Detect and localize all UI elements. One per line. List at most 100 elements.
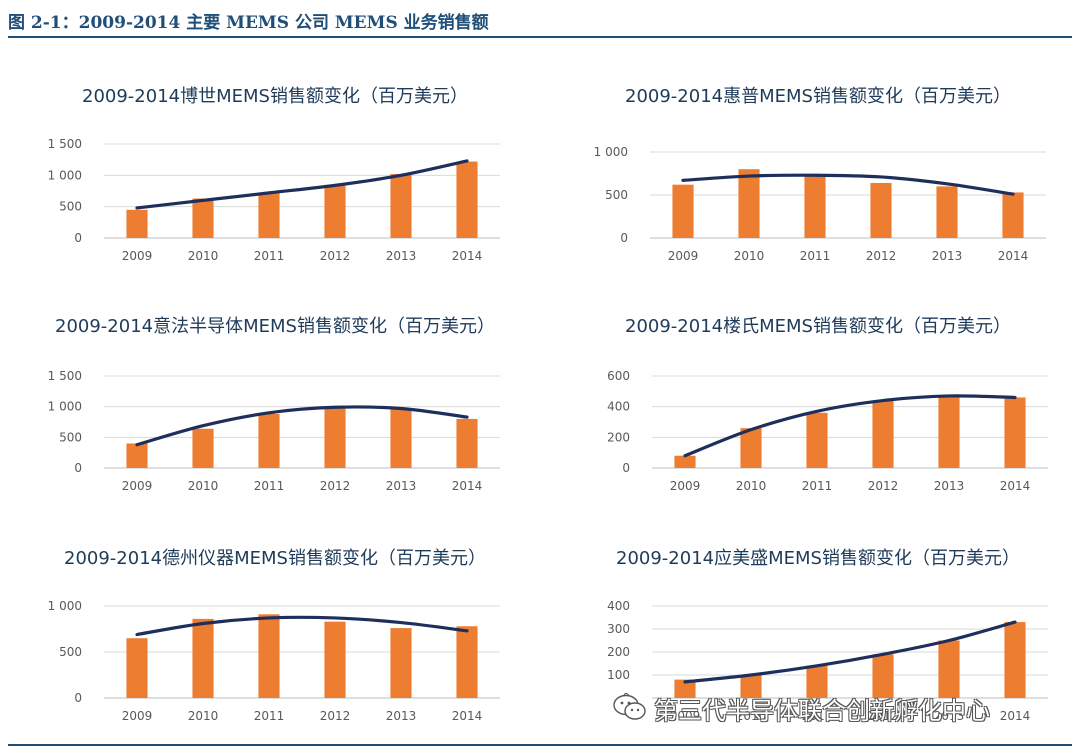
bar (1002, 192, 1024, 238)
x-tick-label: 2011 (800, 249, 831, 263)
x-tick-label: 2012 (868, 709, 899, 723)
bar-chart-ti: 2009-2014德州仪器MEMS销售额变化（百万美元） 0 500 1 000 200… (48, 548, 500, 723)
x-tick-label: 2013 (934, 709, 965, 723)
bar (936, 186, 958, 238)
y-tick-label: 400 (607, 400, 630, 414)
y-tick-label: 0 (74, 691, 82, 705)
x-tick-label: 2014 (1000, 479, 1031, 493)
y-tick-label: 500 (59, 430, 82, 444)
chart-panel-invensense: 2009-2014应美盛MEMS销售额变化（百万美元）0100200300400… (540, 530, 1080, 730)
bar (456, 418, 478, 468)
x-tick-label: 2012 (320, 709, 351, 723)
bar-chart-st: 2009-2014意法半导体MEMS销售额变化（百万美元） 0 500 1 000 1 … (48, 316, 500, 493)
footer-rule (8, 744, 1072, 746)
watermark: 第三代半导体联合创新孵化中心 (612, 688, 990, 728)
bar (938, 640, 960, 698)
trend-line (135, 159, 469, 210)
y-tick-label: 0 (622, 461, 630, 475)
chart-title: 2009-2014惠普MEMS销售额变化（百万美元） (625, 86, 1011, 107)
y-tick-label: 200 (607, 430, 630, 444)
y-tick-label: 1 500 (48, 369, 82, 383)
x-tick-label: 2012 (868, 479, 899, 493)
x-tick-label: 2009 (668, 249, 699, 263)
chart-panel-knowles: 2009-2014楼氏MEMS销售额变化（百万美元） 0 200 400 600 2009… (540, 300, 1080, 500)
x-tick-label: 2009 (670, 709, 701, 723)
x-tick-label: 2011 (254, 479, 285, 493)
bar (126, 638, 148, 698)
chart-title: 2009-2014应美盛MEMS销售额变化（百万美元） (616, 548, 1020, 569)
x-tick-label: 2009 (122, 249, 153, 263)
figure-header: 图 2-1：2009-2014 主要 MEMS 公司 MEMS 业务销售额 (8, 2, 1072, 38)
y-tick-label: 0 (620, 231, 628, 245)
x-tick-label: 2012 (866, 249, 897, 263)
y-tick-label: 1 000 (594, 145, 628, 159)
bar (872, 400, 894, 468)
x-tick-label: 2010 (736, 709, 767, 723)
y-tick-label: 100 (607, 668, 630, 682)
bar (390, 409, 412, 468)
y-tick-label: 1 000 (48, 599, 82, 613)
y-tick-label: 0 (74, 231, 82, 245)
bar (192, 618, 214, 698)
x-tick-label: 2014 (452, 709, 483, 723)
trend-line (683, 394, 1017, 458)
x-tick-label: 2011 (254, 249, 285, 263)
bar (258, 414, 280, 468)
trend-line (681, 173, 1015, 196)
bar (390, 628, 412, 698)
x-tick-label: 2013 (386, 709, 417, 723)
chart-title: 2009-2014楼氏MEMS销售额变化（百万美元） (625, 316, 1011, 337)
x-tick-label: 2013 (932, 249, 963, 263)
x-tick-label: 2010 (188, 479, 219, 493)
y-tick-label: 200 (607, 645, 630, 659)
y-tick-label: 0 (74, 461, 82, 475)
y-tick-label: 400 (607, 599, 630, 613)
x-tick-label: 2011 (802, 479, 833, 493)
bar (1004, 397, 1026, 468)
chart-panel-hp: 2009-2014惠普MEMS销售额变化（百万美元） 0 500 1 000 2009 2… (540, 70, 1080, 270)
bar (390, 174, 412, 238)
bar (258, 192, 280, 238)
bar (324, 621, 346, 698)
bar (672, 184, 694, 238)
bar (324, 185, 346, 238)
bar (740, 675, 762, 698)
bar (192, 428, 214, 468)
x-tick-label: 2010 (188, 709, 219, 723)
trend-line (683, 620, 1017, 684)
bar (456, 626, 478, 698)
trend-line (135, 615, 469, 637)
bar (674, 455, 696, 468)
y-tick-label: 1 000 (48, 168, 82, 182)
x-tick-label: 2012 (320, 479, 351, 493)
chart-panel-ti: 2009-2014德州仪器MEMS销售额变化（百万美元） 0 500 1 000 200… (0, 530, 540, 730)
bar (872, 654, 894, 698)
x-tick-label: 2012 (320, 249, 351, 263)
chart-panel-bosch: 2009-2014博世MEMS销售额变化（百万美元） 0 500 1 000 1 500… (0, 70, 540, 270)
y-tick-label: 500 (59, 200, 82, 214)
bar (938, 395, 960, 468)
bar (258, 614, 280, 698)
bar (740, 428, 762, 468)
chart-title: 2009-2014博世MEMS销售额变化（百万美元） (82, 86, 468, 107)
bar (804, 176, 826, 238)
bar (1004, 622, 1026, 698)
x-tick-label: 2009 (670, 479, 701, 493)
x-tick-label: 2011 (254, 709, 285, 723)
bar (738, 169, 760, 238)
bar (674, 679, 696, 698)
bar-chart-hp: 2009-2014惠普MEMS销售额变化（百万美元） 0 500 1 000 2009 2… (594, 86, 1046, 263)
x-tick-label: 2014 (998, 249, 1029, 263)
bar (192, 198, 214, 238)
x-tick-label: 2013 (386, 249, 417, 263)
y-tick-label: 600 (607, 369, 630, 383)
x-tick-label: 2014 (452, 249, 483, 263)
bar (126, 443, 148, 468)
y-tick-label: 500 (605, 188, 628, 202)
figure-title: 图 2-1：2009-2014 主要 MEMS 公司 MEMS 业务销售额 (8, 13, 489, 33)
x-tick-label: 2013 (934, 479, 965, 493)
bar (806, 665, 828, 698)
watermark-text: 第三代半导体联合创新孵化中心 (654, 696, 990, 725)
x-tick-label: 2010 (736, 479, 767, 493)
y-tick-label: 500 (59, 645, 82, 659)
